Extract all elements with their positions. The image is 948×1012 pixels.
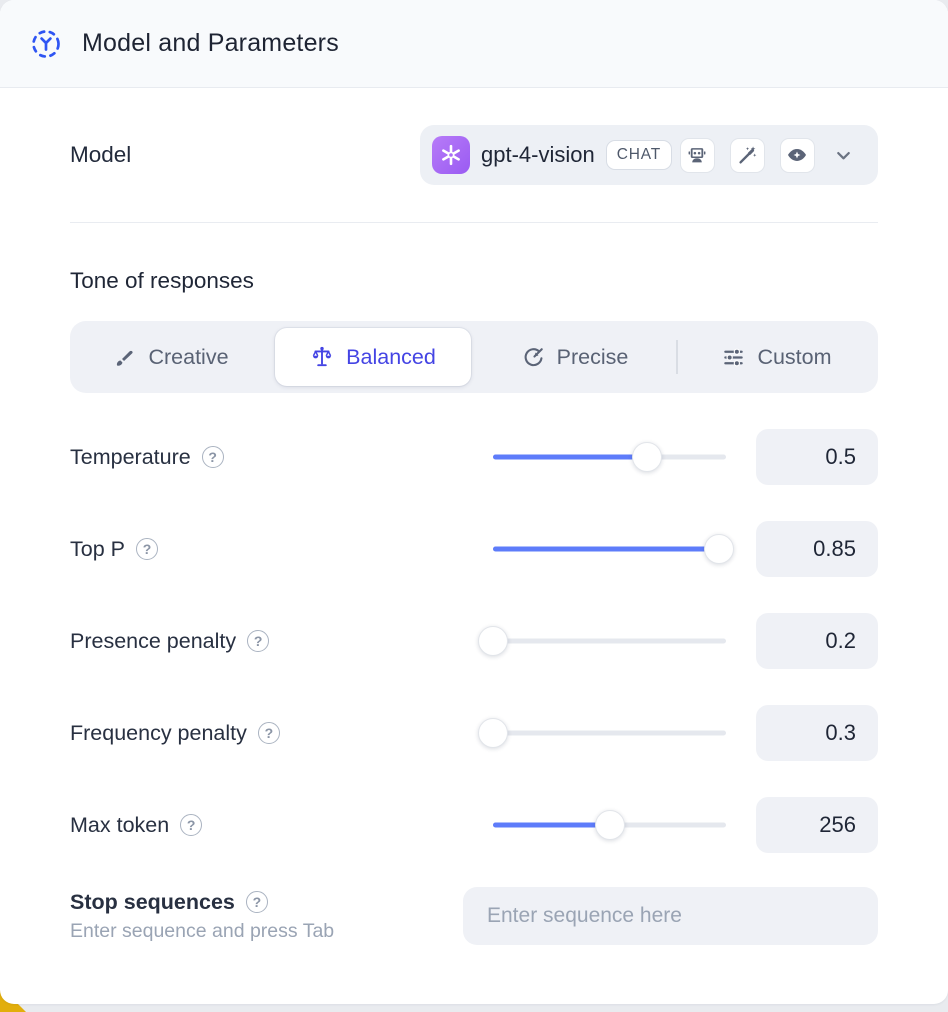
slider-thumb[interactable] bbox=[704, 534, 734, 564]
param-row-temperature: Temperature ? 0.5 bbox=[70, 429, 878, 485]
slider-thumb[interactable] bbox=[478, 718, 508, 748]
param-row-presence-penalty: Presence penalty ? 0.2 bbox=[70, 613, 878, 669]
temperature-value[interactable]: 0.5 bbox=[756, 429, 878, 485]
selected-model-name: gpt-4-vision bbox=[481, 142, 595, 167]
presence-penalty-value[interactable]: 0.2 bbox=[756, 613, 878, 669]
help-icon[interactable]: ? bbox=[257, 722, 280, 744]
help-icon[interactable]: ? bbox=[247, 630, 270, 652]
param-label: Frequency penalty bbox=[70, 720, 247, 745]
param-label: Top P bbox=[70, 536, 125, 561]
top-p-slider[interactable] bbox=[493, 533, 734, 565]
presence-penalty-slider[interactable] bbox=[478, 625, 726, 657]
balance-scale-icon bbox=[310, 345, 334, 369]
param-row-frequency-penalty: Frequency penalty ? 0.3 bbox=[70, 705, 878, 761]
page-title: Model and Parameters bbox=[82, 29, 339, 57]
tone-option-label: Creative bbox=[148, 344, 229, 369]
help-icon[interactable]: ? bbox=[245, 891, 268, 913]
chevron-down-icon bbox=[834, 146, 853, 165]
section-divider bbox=[70, 222, 878, 223]
slider-thumb[interactable] bbox=[631, 442, 662, 472]
target-icon bbox=[522, 346, 545, 369]
slider-thumb[interactable] bbox=[478, 626, 508, 656]
help-icon[interactable]: ? bbox=[201, 446, 224, 468]
stop-sequences-label: Stop sequences bbox=[70, 889, 235, 914]
stop-sequences-row: Stop sequences ? Enter sequence and pres… bbox=[70, 887, 878, 945]
param-row-top-p: Top P ? 0.85 bbox=[70, 521, 878, 577]
help-icon[interactable]: ? bbox=[180, 814, 203, 836]
model-type-badge: CHAT bbox=[605, 140, 672, 170]
tone-heading: Tone of responses bbox=[70, 268, 254, 293]
param-label: Max token bbox=[70, 812, 170, 837]
param-label: Temperature bbox=[70, 444, 191, 469]
tone-option-creative[interactable]: Creative bbox=[73, 328, 269, 386]
param-row-max-token: Max token ? 256 bbox=[70, 797, 878, 853]
magic-wand-icon bbox=[729, 137, 765, 173]
model-hub-icon bbox=[30, 28, 62, 60]
help-icon[interactable]: ? bbox=[135, 538, 158, 560]
segment-divider bbox=[676, 340, 678, 374]
tone-option-label: Precise bbox=[556, 344, 629, 369]
frequency-penalty-value[interactable]: 0.3 bbox=[756, 705, 878, 761]
tone-segmented-control: Creative bbox=[70, 321, 878, 393]
stop-sequences-hint: Enter sequence and press Tab bbox=[70, 919, 335, 942]
max-token-slider[interactable] bbox=[493, 809, 726, 841]
robot-icon bbox=[679, 137, 715, 173]
tone-option-label: Custom bbox=[757, 344, 832, 369]
model-select-dropdown[interactable]: gpt-4-vision CHAT bbox=[420, 125, 878, 185]
model-label: Model bbox=[70, 142, 132, 167]
vision-eye-icon bbox=[779, 137, 815, 173]
panel-header: Model and Parameters bbox=[0, 0, 948, 88]
paintbrush-icon bbox=[113, 346, 136, 369]
temperature-slider[interactable] bbox=[493, 441, 726, 473]
tone-option-label: Balanced bbox=[346, 344, 436, 369]
max-token-value[interactable]: 256 bbox=[756, 797, 878, 853]
openai-logo bbox=[432, 136, 470, 174]
frequency-penalty-slider[interactable] bbox=[478, 717, 726, 749]
param-label: Presence penalty bbox=[70, 628, 237, 653]
stop-sequence-input[interactable] bbox=[463, 887, 878, 945]
model-row: Model gpt-4-vision CHAT bbox=[70, 125, 878, 185]
tone-option-balanced[interactable]: Balanced bbox=[275, 328, 471, 386]
sliders-icon bbox=[722, 346, 745, 369]
slider-thumb[interactable] bbox=[594, 810, 625, 840]
tone-option-custom[interactable]: Custom bbox=[679, 328, 875, 386]
top-p-value[interactable]: 0.85 bbox=[756, 521, 878, 577]
tone-option-precise[interactable]: Precise bbox=[477, 328, 673, 386]
